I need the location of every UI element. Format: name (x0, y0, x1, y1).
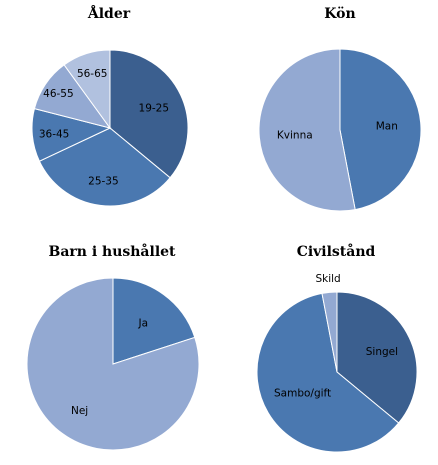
slice-label-ja: Ja (138, 317, 149, 329)
pie-slice-man (339, 48, 422, 211)
slice-label-36-45: 36-45 (39, 128, 70, 140)
pie-slice-sambo-gift (256, 292, 400, 453)
pie-slice-19-25 (109, 49, 189, 179)
pie-barn: Ja Nej (26, 277, 200, 451)
chart-kon: Kön Man Kvinna (258, 6, 422, 212)
chart-civilstand: Civilstånd Singel Sambo/gift Skild (256, 242, 418, 453)
slice-label-56-65: 56-65 (77, 68, 108, 80)
pie-slice-56-65 (63, 49, 111, 130)
slice-label-25-35: 25-35 (88, 176, 119, 188)
pie-civilstand: Singel Sambo/gift Skild (256, 273, 418, 453)
pie-slice-singel (336, 291, 418, 424)
slice-label-19-25: 19-25 (139, 102, 170, 114)
pie-slice-ja (112, 277, 196, 365)
pie-slice-kvinna (258, 48, 356, 212)
chart-title-civilstand: Civilstånd (297, 242, 376, 260)
slice-label-kvinna: Kvinna (277, 129, 313, 141)
pie-slice-skild (321, 291, 338, 373)
chart-title-kon: Kön (324, 6, 355, 22)
pie-kon: Man Kvinna (258, 48, 422, 212)
slice-label-46-55: 46-55 (43, 88, 74, 100)
chart-barn: Barn i hushållet Ja Nej (26, 242, 200, 451)
pie-slice-25-35 (38, 127, 171, 207)
slice-label-singel: Singel (366, 346, 398, 358)
slice-label-sambo-gift: Sambo/gift (274, 387, 331, 399)
chart-title-barn: Barn i hushållet (48, 242, 176, 260)
slice-label-man: Man (376, 121, 398, 133)
slice-label-skild: Skild (315, 273, 340, 285)
pie-slice-nej (26, 277, 200, 451)
slice-label-nej: Nej (71, 405, 88, 417)
chart-title-alder: Ålder (87, 4, 131, 22)
